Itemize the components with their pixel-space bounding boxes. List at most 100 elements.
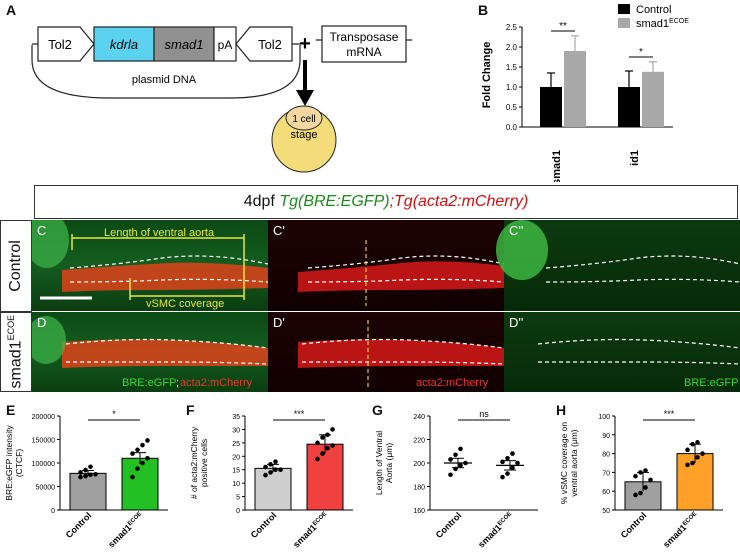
label-d2: D'' <box>509 315 523 330</box>
ytick: 0 <box>236 508 240 515</box>
data-point <box>695 455 700 460</box>
b-xtick-id1: id1 <box>629 150 641 166</box>
chart-e: BRE:eGFP intensity (CTCF) 0 50000 100000 1500… <box>4 409 168 550</box>
transposase-box <box>321 25 407 63</box>
ytick: 5 <box>236 495 240 502</box>
b-bar <box>564 51 586 127</box>
ytick: 150000 <box>32 438 55 445</box>
xtick-control: Control <box>249 510 279 540</box>
data-point <box>88 464 93 470</box>
data-point <box>633 492 638 498</box>
d1-label: acta2:mCherry <box>416 377 489 389</box>
tol2-left-element <box>37 26 95 62</box>
ylabel: ventral aorta (μm) <box>569 429 579 496</box>
xtick-smad1: smad1ECOE <box>661 510 700 549</box>
panel-b-label: B <box>478 2 489 18</box>
b-ytick: 1.0 <box>506 83 518 92</box>
data-point <box>643 485 648 490</box>
kdrla-text: kdrla <box>110 37 138 52</box>
legend-control-swatch <box>618 4 630 14</box>
data-point <box>695 440 700 445</box>
data-point <box>130 474 135 480</box>
bar <box>69 472 107 511</box>
ylabel: # of acta2:mCherry <box>189 426 199 499</box>
data-point <box>263 472 268 478</box>
b-ytick: 0.5 <box>506 103 518 112</box>
ytick: 200 <box>413 461 425 468</box>
d-green-label: BRE:eGFP <box>122 377 176 389</box>
row-label-smad1: smad1ECOE <box>0 312 32 392</box>
ylabel: Length of Ventral <box>374 431 384 495</box>
data-point <box>268 470 273 475</box>
legend-control-text: Control <box>636 4 671 16</box>
data-point <box>320 451 325 456</box>
b-bar <box>618 87 640 127</box>
ylabel: Aorta (μm) <box>384 443 394 483</box>
data-point <box>453 466 458 472</box>
data-point <box>273 467 278 473</box>
ytick: 90 <box>602 433 610 440</box>
data-point <box>145 456 150 461</box>
b-bar <box>642 71 664 127</box>
chart-f: # of acta2:mCherry positive cells 0 5 10 15 20… <box>189 409 353 550</box>
data-point <box>648 477 653 483</box>
ytick: 180 <box>413 485 425 492</box>
data-point <box>140 442 145 448</box>
label-c1: C' <box>273 223 285 238</box>
xtick-control: Control <box>434 510 464 540</box>
ylabel: positive cells <box>199 439 209 487</box>
data-point <box>78 474 83 480</box>
xtick-control: Control <box>619 510 649 540</box>
data-point <box>320 435 325 440</box>
plasmid-text: plasmid DNA <box>132 74 197 86</box>
smad1-text: smad1 <box>164 37 203 52</box>
label-d: D <box>37 315 46 330</box>
data-point <box>505 456 510 461</box>
d-red-label: acta2:mCherry <box>180 377 253 389</box>
vsmc-label: vSMC coverage <box>146 298 224 310</box>
data-point <box>315 440 320 446</box>
data-point <box>515 460 520 466</box>
data-point <box>643 468 648 473</box>
d2-label: BRE:eGFP <box>684 377 738 389</box>
ytick: 70 <box>602 470 610 477</box>
data-point <box>500 474 505 480</box>
aorta-d1 <box>298 339 504 368</box>
transposase-text-1: Transposase <box>330 30 399 44</box>
aorta-c <box>62 262 268 292</box>
transposase-text-2: mRNA <box>346 45 381 59</box>
data-point <box>690 441 695 447</box>
ytick: 220 <box>413 438 425 445</box>
ylabel: % vSMC coverage on <box>559 422 569 504</box>
panel-a-label: A <box>6 2 17 18</box>
header-prefix: 4dpf <box>243 193 280 210</box>
chart-g: Length of Ventral Aorta (μm) 160 180 200 220 2… <box>374 409 538 550</box>
d-semicolon: ; <box>176 377 179 389</box>
ytick: 10 <box>232 481 240 488</box>
data-point <box>510 451 515 456</box>
header-tg2: Tg(acta2:mCherry) <box>394 193 529 210</box>
sig-text: * <box>112 409 116 419</box>
label-c: C <box>37 223 46 238</box>
label-c2: C'' <box>509 223 523 238</box>
data-point <box>510 465 515 470</box>
data-point <box>273 459 278 464</box>
aorta-d <box>62 339 268 368</box>
cell-text-1: 1 cell <box>292 114 315 125</box>
ytick: 15 <box>232 468 240 475</box>
ytick: 200000 <box>32 414 55 421</box>
data-point <box>463 460 468 466</box>
xtick-smad1: smad1ECOE <box>476 510 515 549</box>
b-bars: *** <box>540 21 664 127</box>
panel-g-label: G <box>372 402 383 418</box>
data-point <box>638 490 643 496</box>
bar <box>306 443 344 511</box>
panel-h-label: H <box>556 402 567 418</box>
data-point <box>78 470 83 475</box>
b-ytick: 2.0 <box>506 43 518 52</box>
micrograph-grid: Length of ventral aorta vSMC coverage C … <box>32 220 740 392</box>
legend-smad1-text: smad1ECOE <box>636 18 689 30</box>
data-point <box>505 471 510 476</box>
label-d1: D' <box>273 315 285 330</box>
b-sig-text: ** <box>559 21 567 32</box>
